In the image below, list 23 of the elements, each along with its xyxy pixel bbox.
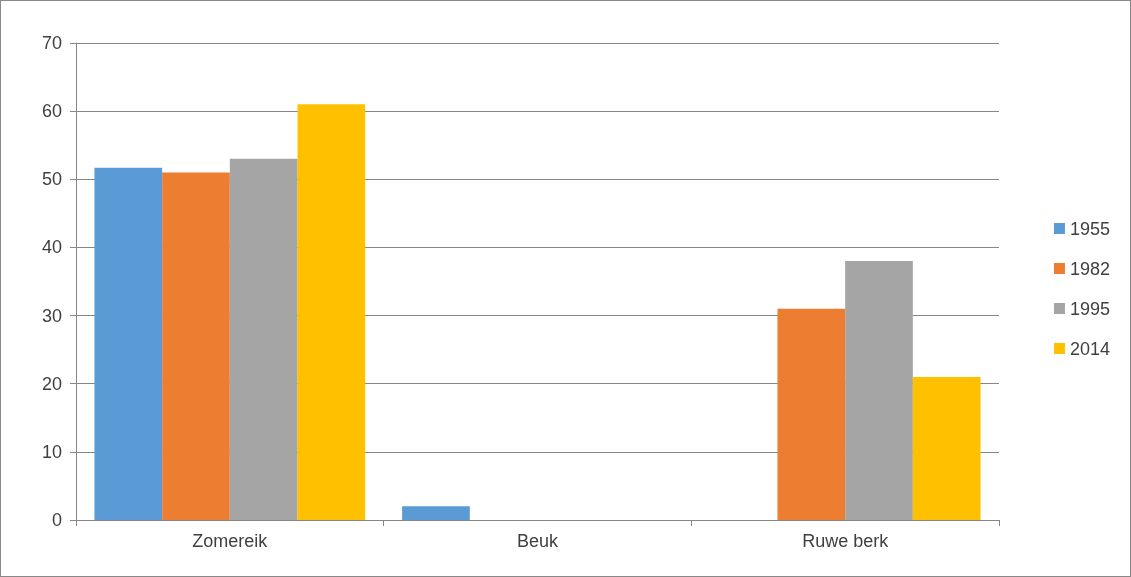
bar — [297, 104, 366, 520]
y-tick-label: 10 — [41, 441, 62, 462]
y-tick-label: 40 — [41, 237, 62, 258]
y-tick-label: 20 — [41, 373, 62, 394]
bar — [162, 172, 230, 520]
bar — [94, 167, 163, 520]
legend-label: 2014 — [1069, 338, 1110, 359]
y-tick-label: 70 — [41, 33, 62, 53]
x-tick-label: Beuk — [516, 531, 560, 551]
legend-label: 1995 — [1069, 298, 1110, 319]
x-tick-label: Zomereik — [192, 531, 269, 551]
bar — [912, 376, 981, 520]
y-tick-label: 0 — [51, 510, 62, 530]
bar — [402, 506, 470, 520]
bar — [845, 261, 913, 520]
legend-label: 1982 — [1069, 258, 1110, 279]
legend-label: 1955 — [1069, 218, 1110, 239]
x-tick-label: Ruwe berk — [802, 531, 890, 551]
y-tick-label: 60 — [41, 101, 62, 122]
bar — [229, 158, 298, 520]
bar — [777, 308, 846, 520]
y-tick-label: 30 — [41, 305, 62, 326]
y-tick-label: 50 — [41, 169, 62, 190]
